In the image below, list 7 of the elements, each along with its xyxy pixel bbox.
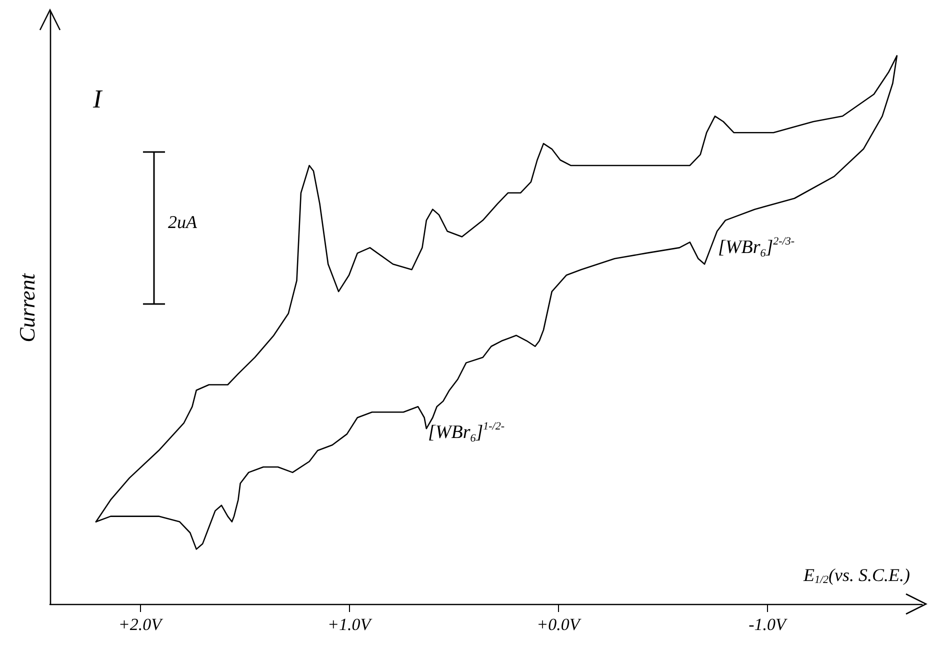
x-tick-label: +2.0V <box>118 615 164 634</box>
annotation: 2uA <box>168 212 198 232</box>
annotation: I <box>92 84 103 114</box>
x-tick-label: +1.0V <box>327 615 374 634</box>
x-tick-label: -1.0V <box>748 615 789 634</box>
y-axis-title: Current <box>14 272 40 342</box>
x-tick-label: +0.0V <box>536 615 582 634</box>
